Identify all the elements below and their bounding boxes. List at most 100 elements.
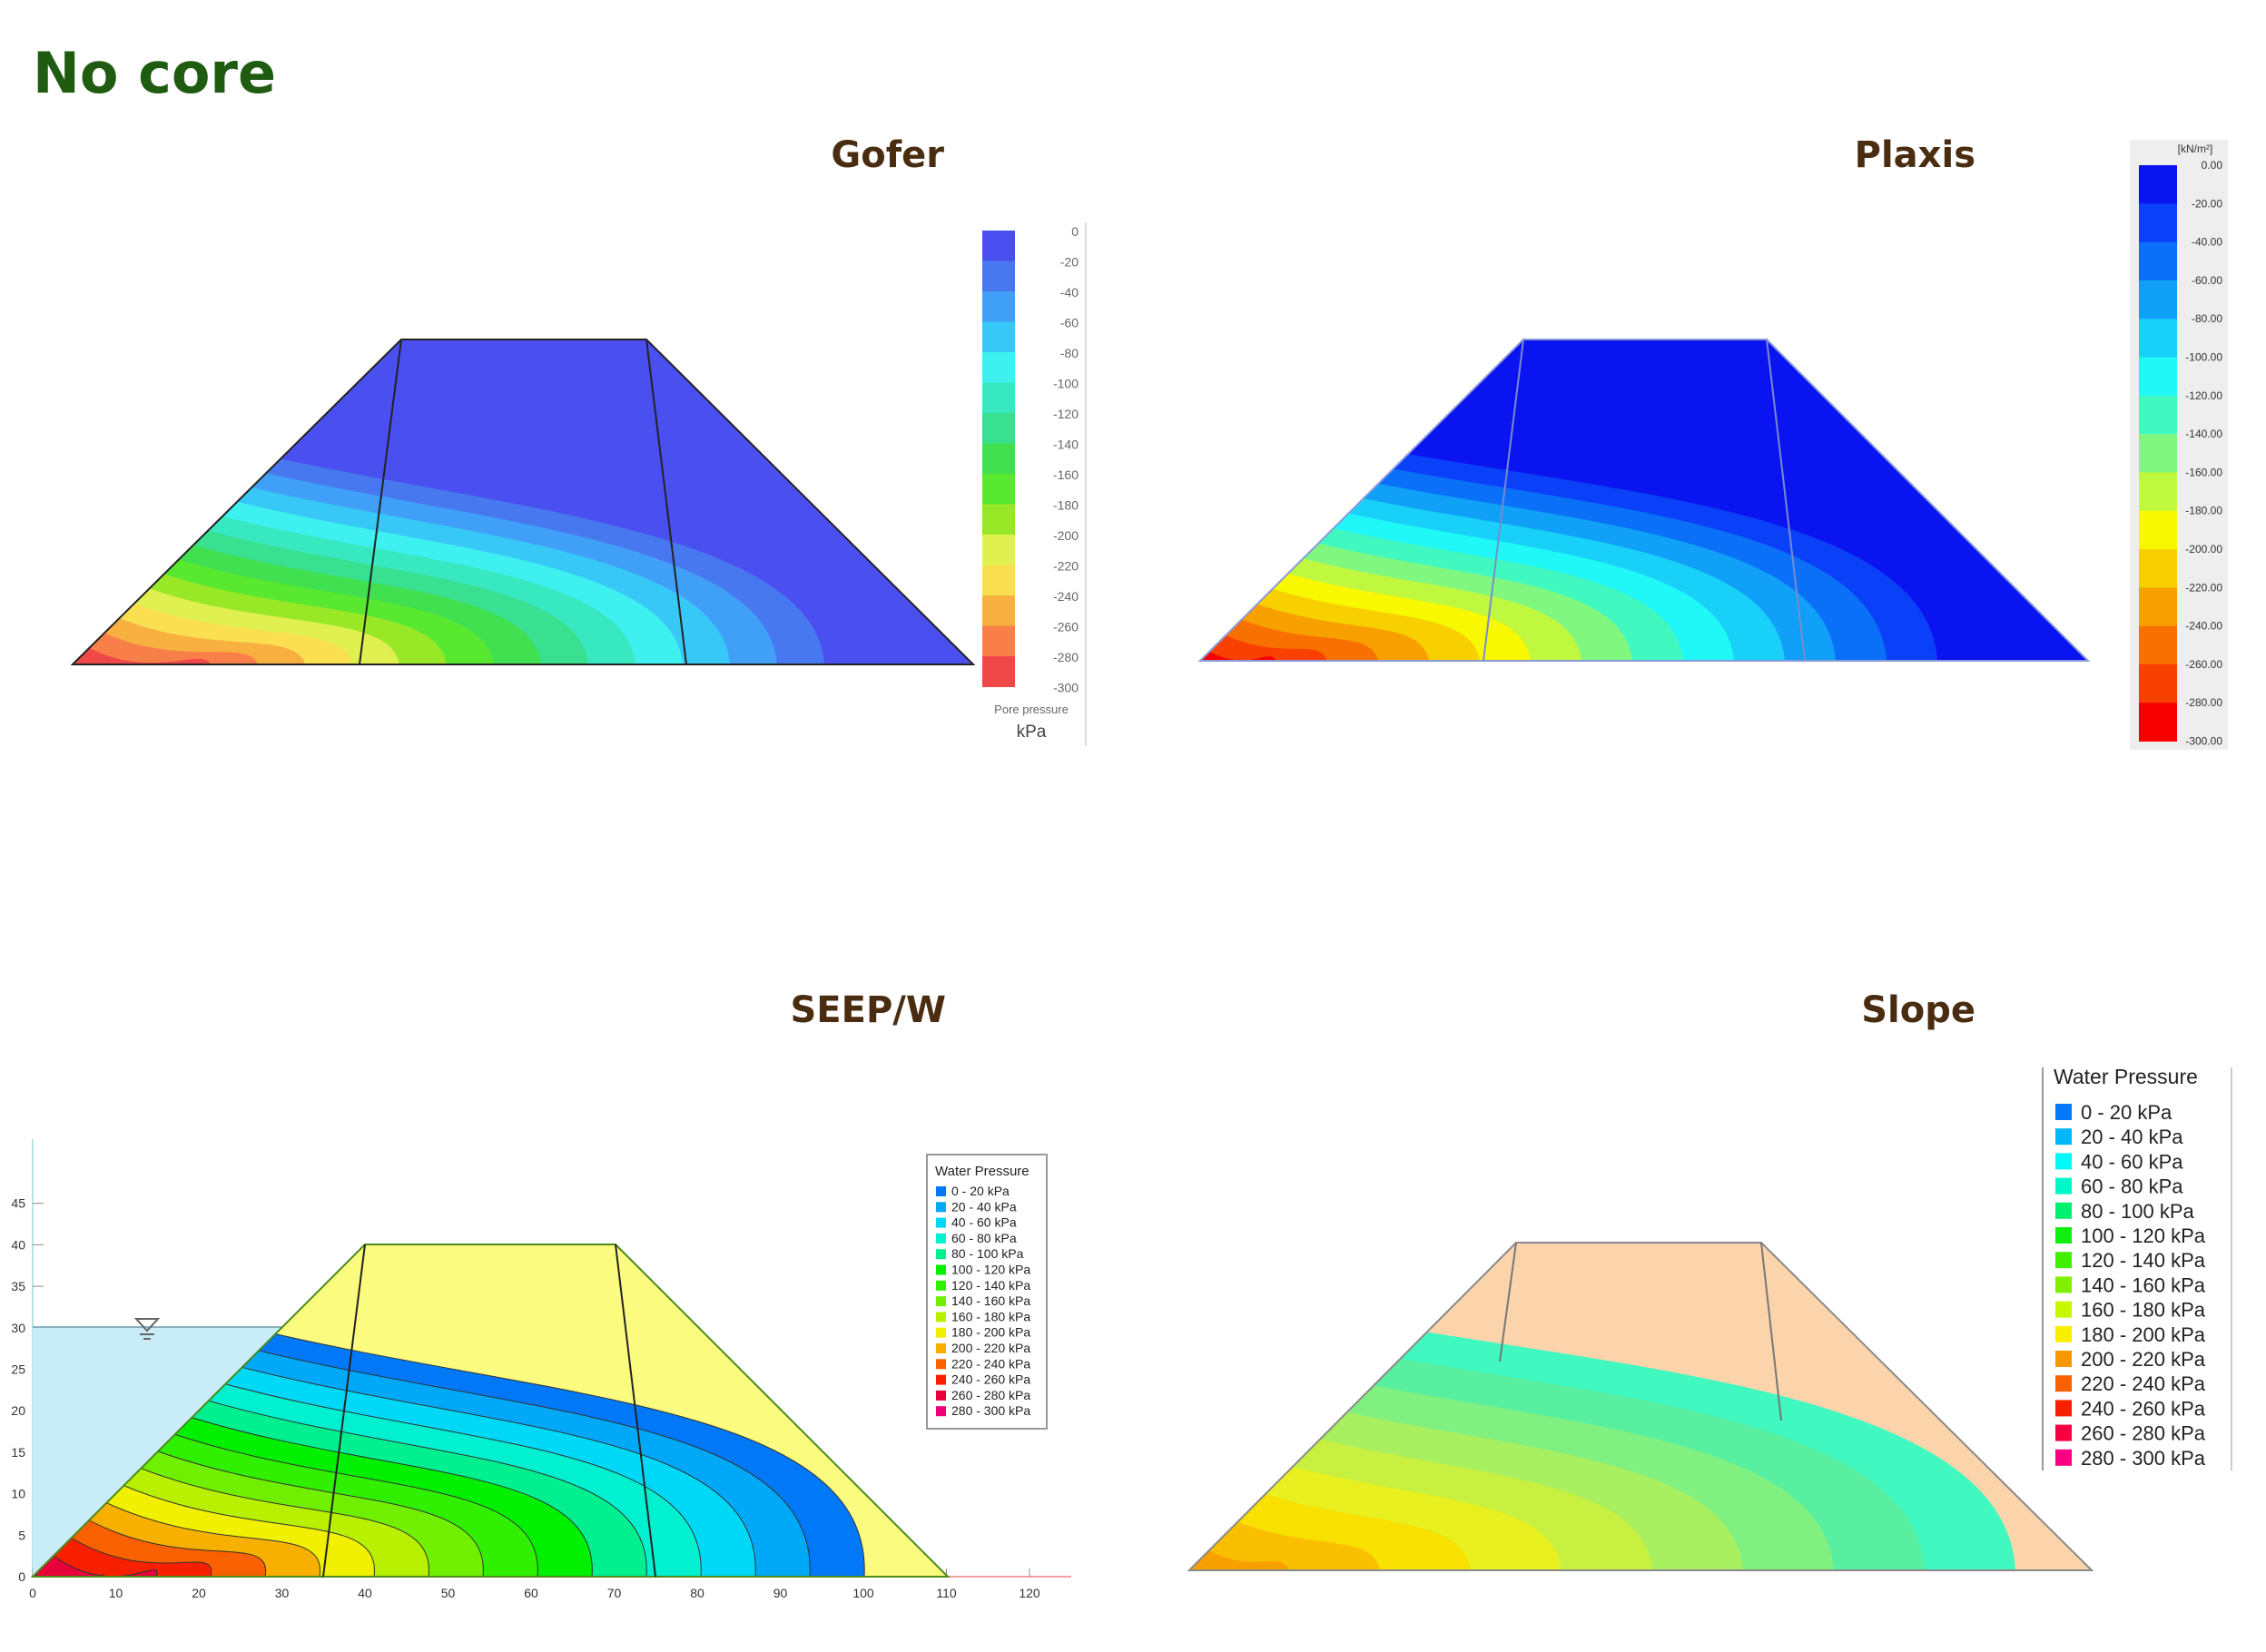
seepw-x-tick-label: 50 (441, 1586, 456, 1600)
seepw-legend-swatch (936, 1217, 946, 1228)
seepw-x-tick-label: 90 (773, 1586, 788, 1600)
slope-legend-item: 80 - 100 kPa (2081, 1200, 2195, 1223)
plaxis-legend-tick: -300.00 (2185, 735, 2222, 748)
gofer-legend-swatch (982, 443, 1015, 475)
seepw-x-tick-label: 100 (852, 1586, 874, 1600)
plaxis-legend-tick: -280.00 (2185, 696, 2222, 709)
plaxis-legend-swatch (2139, 510, 2177, 550)
seepw-y-tick-label: 45 (11, 1196, 25, 1211)
plaxis-legend-tick: -80.00 (2192, 312, 2222, 325)
plaxis-legend-tick: -140.00 (2185, 428, 2222, 440)
slope-legend-swatch (2055, 1424, 2072, 1441)
plaxis-legend-tick: -240.00 (2185, 620, 2222, 633)
slope-legend-swatch (2055, 1325, 2072, 1342)
slope-legend-swatch (2055, 1400, 2072, 1417)
seepw-legend-item: 40 - 60 kPa (951, 1215, 1017, 1230)
slope-legend-swatch (2055, 1252, 2072, 1269)
seepw-legend-swatch (936, 1186, 946, 1196)
plaxis-legend-tick: -180.00 (2185, 505, 2222, 517)
slope-legend-swatch (2055, 1227, 2072, 1244)
slope-legend-item: 100 - 120 kPa (2081, 1224, 2206, 1247)
plaxis-legend-swatch (2139, 395, 2177, 435)
plaxis-legend-tick: -220.00 (2185, 581, 2222, 594)
seepw-legend-swatch (936, 1202, 946, 1213)
seepw-legend-item: 220 - 240 kPa (951, 1356, 1030, 1371)
gofer-legend-swatch (982, 261, 1015, 292)
gofer-legend-tick: -20 (1060, 255, 1079, 270)
plaxis-legend-swatch (2139, 357, 2177, 397)
plaxis-legend-tick: 0.00 (2202, 159, 2223, 172)
slope-legend-item: 180 - 200 kPa (2081, 1323, 2206, 1346)
seepw-y-tick-label: 25 (11, 1362, 25, 1377)
slope-zone-line-left (1499, 1242, 1517, 1362)
plaxis-legend-swatch (2139, 549, 2177, 588)
gofer-zone-line-right (645, 339, 687, 665)
seepw-y-tick-label: 15 (11, 1445, 25, 1460)
slope-legend-item: 120 - 140 kPa (2081, 1249, 2206, 1272)
gofer-dam (70, 339, 976, 665)
seepw-legend-swatch (936, 1406, 946, 1417)
seepw-x-tick-label: 70 (607, 1586, 622, 1600)
plaxis-pressure-bands (1200, 434, 1988, 661)
gofer-legend-swatch (982, 474, 1015, 505)
gofer-legend-swatch (982, 382, 1015, 414)
plaxis-legend-swatch (2139, 664, 2177, 703)
plaxis-legend-swatch (2139, 319, 2177, 358)
slope-legend-item: 20 - 40 kPa (2081, 1126, 2183, 1148)
gofer-legend-tick: -180 (1053, 498, 1079, 513)
plaxis-zone-line-right (1766, 339, 1806, 662)
seepw-bands-band (33, 1539, 158, 1577)
gofer-zone-line-left (359, 339, 402, 665)
gofer-legend-unit: kPa (1017, 723, 1047, 742)
gofer-legend-tick: -140 (1053, 438, 1079, 452)
seepw-x-tick-label: 10 (109, 1586, 123, 1600)
gofer-legend-tick: -120 (1053, 407, 1079, 421)
plaxis-legend-tick: -60.00 (2192, 274, 2222, 287)
slope-legend-swatch (2055, 1128, 2072, 1146)
seepw-x-tick-label: 80 (690, 1586, 704, 1600)
seepw-legend-item: 0 - 20 kPa (951, 1184, 1010, 1198)
slope-legend-swatch (2055, 1375, 2072, 1392)
seepw-y-tick-label: 30 (11, 1321, 25, 1335)
slope-legend-item: 160 - 180 kPa (2081, 1299, 2206, 1322)
gofer-legend-tick: -60 (1060, 316, 1079, 330)
gofer-legend-tick: -160 (1053, 467, 1079, 482)
plaxis-legend-swatch (2139, 625, 2177, 665)
slope-legend-swatch (2055, 1351, 2072, 1367)
slope-legend-item: 0 - 20 kPa (2081, 1101, 2172, 1124)
gofer-legend-swatch (982, 656, 1015, 687)
plaxis-legend-swatch (2139, 241, 2177, 281)
slope-dam (1187, 1242, 2094, 1571)
plaxis-legend-tick: -160.00 (2185, 466, 2222, 478)
plaxis-legend-tick: -40.00 (2192, 236, 2222, 249)
gofer-legend-tick: -300 (1053, 681, 1079, 695)
seepw-x-tick-label: 40 (358, 1586, 372, 1600)
gofer-legend-swatch (982, 413, 1015, 444)
plaxis-legend-tick: -100.00 (2185, 351, 2222, 364)
plaxis-legend-swatch (2139, 434, 2177, 473)
gofer-legend-tick: -40 (1060, 285, 1079, 300)
seepw-legend-title: Water Pressure (935, 1164, 1030, 1179)
seepw-title: SEEP/W (790, 989, 946, 1031)
seepw-legend-swatch (936, 1249, 946, 1260)
plaxis-legend-tick: -260.00 (2185, 658, 2222, 671)
plaxis-legend-swatch (2139, 165, 2177, 204)
plaxis-legend-unit: [kN/m²] (2178, 143, 2213, 155)
gofer-legend: 0 -20 -40 -60 -80 -100 -120 -140 -160 -180 -200 -22… (982, 222, 1087, 746)
gofer-legend-swatch (982, 352, 1015, 383)
gofer-legend-swatch (982, 321, 1015, 353)
gofer-legend-swatch (982, 291, 1015, 322)
seepw-legend-item: 100 - 120 kPa (951, 1263, 1030, 1277)
gofer-legend-tick: -100 (1053, 377, 1079, 391)
seepw-zone-line-right (615, 1244, 656, 1578)
seepw-legend-item: 60 - 80 kPa (951, 1231, 1017, 1245)
seepw-y-tick-label: 0 (18, 1569, 25, 1584)
seepw-zone-line-left (322, 1244, 366, 1578)
plaxis-legend-tick: -20.00 (2192, 197, 2222, 210)
seepw-x-tick-label: 120 (1019, 1586, 1040, 1600)
slope-legend-swatch (2055, 1104, 2072, 1120)
seepw-y-tick-label: 40 (11, 1237, 25, 1252)
seepw-x-tick-label: 110 (936, 1586, 957, 1600)
gofer-legend-tick: -200 (1053, 528, 1079, 543)
